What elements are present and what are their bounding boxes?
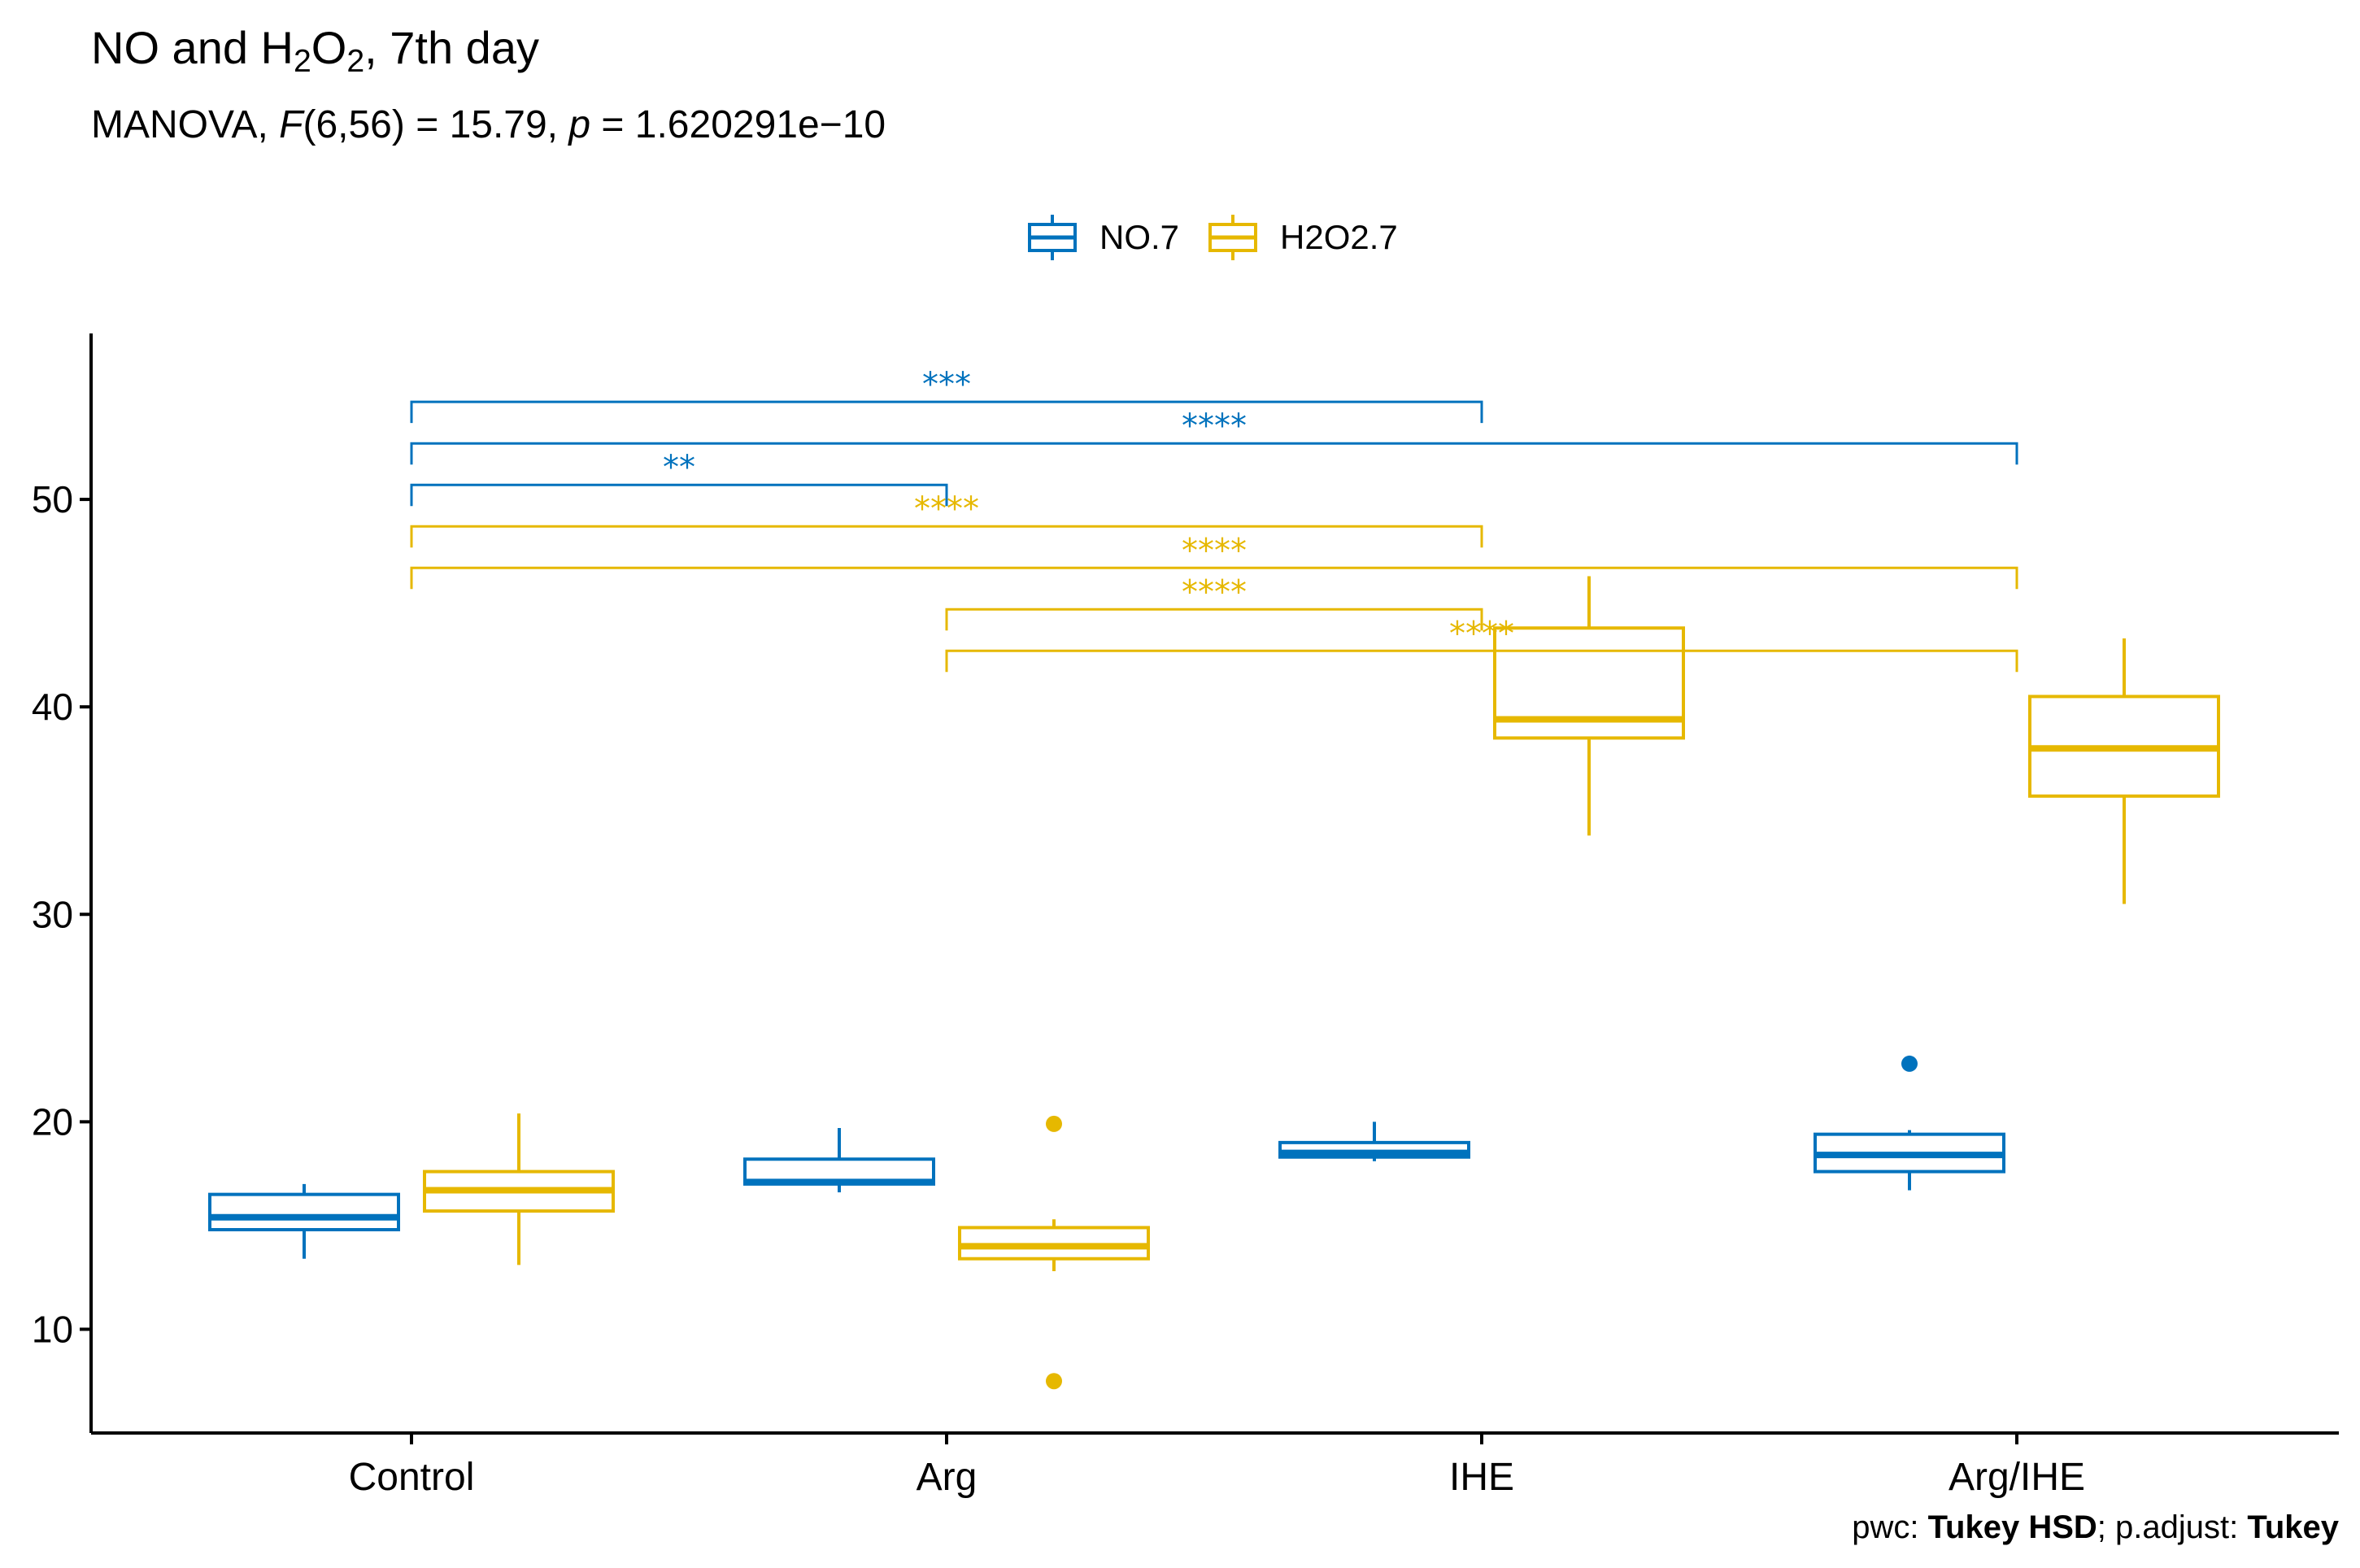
significance-bracket [945, 608, 1483, 631]
significance-label: **** [1449, 615, 1514, 652]
significance-bracket [945, 649, 2018, 673]
significance-label: **** [1182, 532, 1247, 569]
y-tick-label: 50 [32, 478, 73, 520]
outlier-point [1901, 1055, 1918, 1072]
significance-label: **** [1182, 407, 1247, 445]
legend-key-no7 [1028, 215, 1077, 260]
significance-bracket [410, 483, 948, 507]
significance-bracket [410, 442, 2018, 465]
legend-item-h2o27: H2O2.7 [1207, 213, 1398, 262]
chart-title: NO and H2O2, 7th day [91, 22, 539, 79]
chart-subtitle: MANOVA, F(6,56) = 15.79, p = 1.620291e−1… [91, 103, 886, 146]
x-tick-label: IHE [1449, 1456, 1514, 1499]
significance-label: ** [663, 449, 695, 486]
legend-label-h2o27: H2O2.7 [1280, 218, 1398, 256]
box-iqr [208, 1192, 400, 1232]
outlier-point [1046, 1115, 1062, 1132]
x-tick-label: Control [349, 1456, 475, 1499]
legend: NO.7 H2O2.7 [1026, 213, 1426, 262]
significance-label: **** [914, 490, 979, 528]
x-tick-label: Arg/IHE [1949, 1456, 2085, 1499]
y-tick-label: 20 [32, 1100, 73, 1143]
significance-bracket [410, 566, 2018, 590]
significance-bracket [410, 525, 1483, 548]
outlier-point [1046, 1373, 1062, 1390]
significance-bracket [410, 400, 1483, 424]
significance-label: **** [1182, 573, 1247, 611]
legend-item-no7: NO.7 [1026, 213, 1179, 262]
y-tick-label: 10 [32, 1308, 73, 1350]
y-tick-label: 40 [32, 686, 73, 728]
significance-label: *** [922, 366, 971, 403]
chart-caption: pwc: Tukey HSD; p.adjust: Tukey [1852, 1509, 2339, 1545]
y-tick-label: 30 [32, 893, 73, 935]
legend-key-h2o27 [1208, 215, 1258, 260]
x-tick-label: Arg [917, 1456, 978, 1499]
legend-label-no7: NO.7 [1099, 218, 1180, 256]
